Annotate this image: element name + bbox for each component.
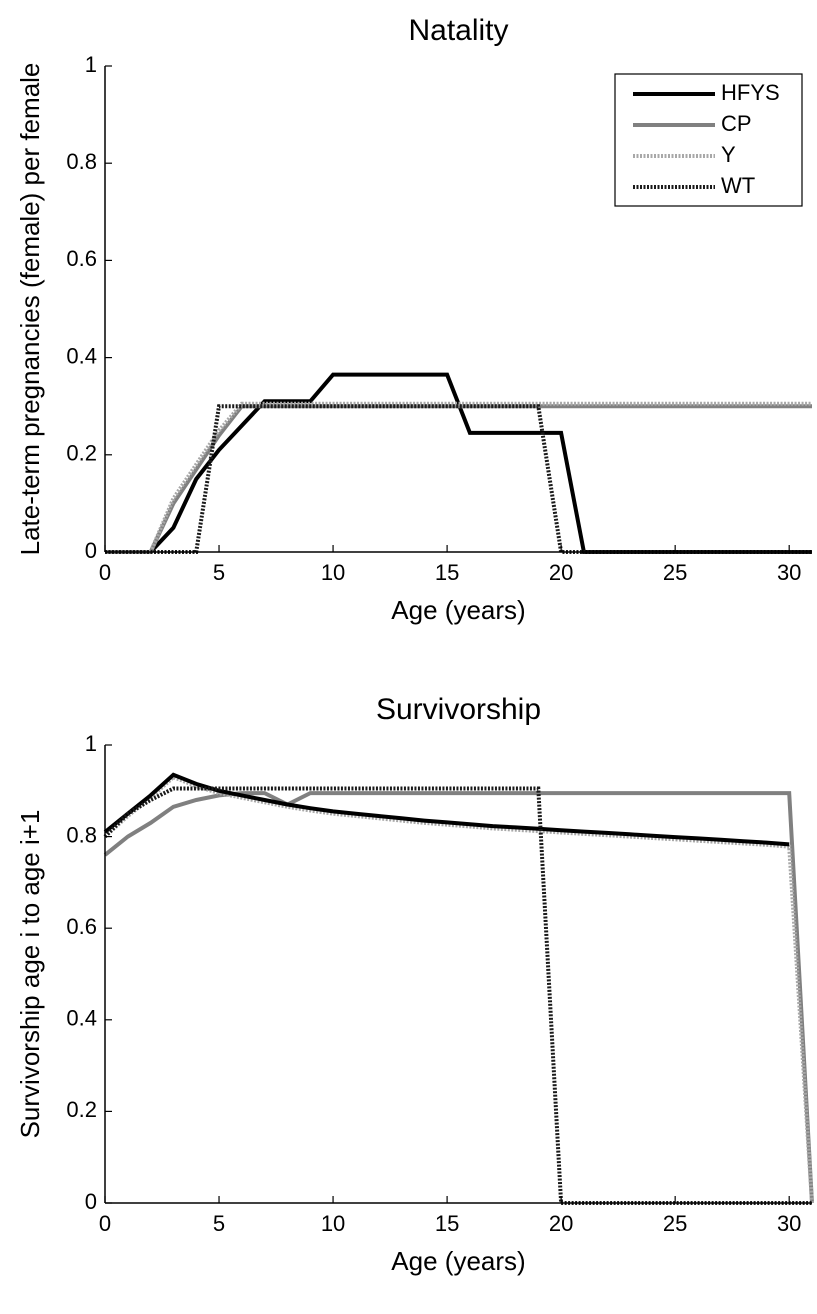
x-axis-label: Age (years) [391, 1246, 525, 1276]
y-tick-label: 0.8 [66, 149, 97, 174]
data-line [105, 404, 812, 554]
data-line [105, 404, 812, 554]
x-tick-label: 30 [777, 1211, 801, 1236]
y-tick-label: 0.6 [66, 246, 97, 271]
y-axis-label: Late-term pregnancies (female) per femal… [15, 63, 45, 556]
y-tick-label: 0.4 [66, 1006, 97, 1031]
x-axis-label: Age (years) [391, 595, 525, 625]
data-line [103, 772, 790, 847]
x-tick-label: 25 [663, 560, 687, 585]
legend-label: HFYS [721, 80, 780, 105]
x-tick-label: 10 [321, 560, 345, 585]
x-tick-label: 20 [549, 560, 573, 585]
y-tick-label: 0.4 [66, 343, 97, 368]
y-tick-label: 0.6 [66, 914, 97, 939]
y-tick-label: 1 [85, 52, 97, 77]
chart-title: Natality [408, 14, 508, 47]
legend-label: CP [721, 111, 752, 136]
y-tick-label: 0.8 [66, 822, 97, 847]
y-tick-label: 0 [85, 538, 97, 563]
data-line [103, 774, 814, 1204]
x-tick-label: 15 [435, 1211, 459, 1236]
legend-label: WT [721, 173, 755, 198]
data-line [105, 401, 812, 554]
x-tick-label: 30 [777, 560, 801, 585]
y-tick-label: 0.2 [66, 1097, 97, 1122]
y-tick-label: 0 [85, 1189, 97, 1214]
data-line [103, 791, 814, 1204]
data-line [105, 372, 812, 554]
chart-title: Survivorship [376, 693, 541, 726]
data-line [103, 786, 812, 1205]
x-tick-label: 25 [663, 1211, 687, 1236]
x-tick-label: 20 [549, 1211, 573, 1236]
y-axis-label: Survivorship age i to age i+1 [15, 810, 45, 1139]
legend-label: Y [721, 142, 736, 167]
x-tick-label: 0 [99, 1211, 111, 1236]
x-tick-label: 10 [321, 1211, 345, 1236]
x-tick-label: 5 [213, 1211, 225, 1236]
x-tick-label: 0 [99, 560, 111, 585]
x-tick-label: 15 [435, 560, 459, 585]
y-tick-label: 0.2 [66, 441, 97, 466]
x-tick-label: 5 [213, 560, 225, 585]
y-tick-label: 1 [85, 731, 97, 756]
